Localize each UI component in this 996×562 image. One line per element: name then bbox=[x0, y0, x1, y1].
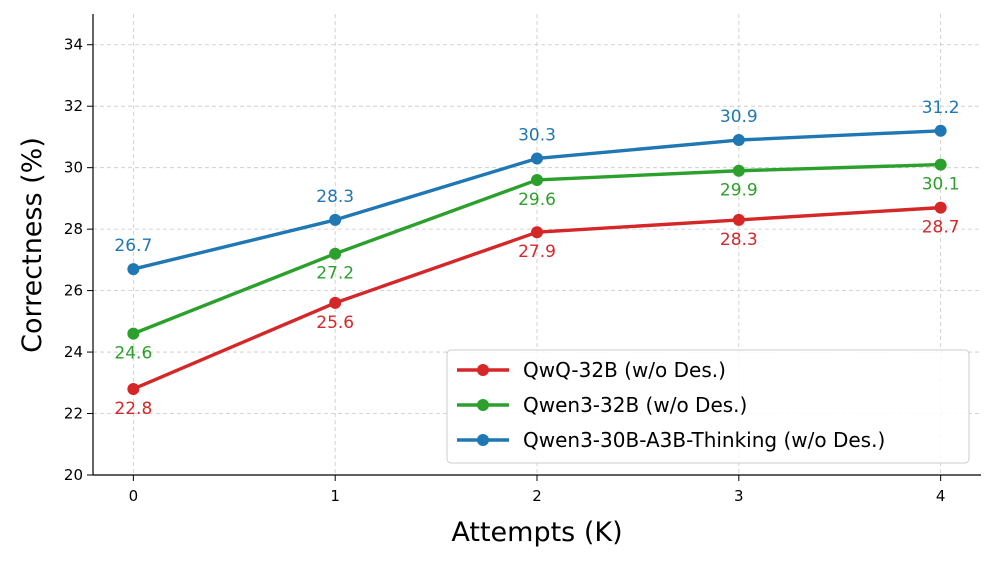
data-label: 22.8 bbox=[114, 399, 152, 419]
y-tick-label: 26 bbox=[64, 282, 83, 300]
x-tick-label: 0 bbox=[129, 487, 139, 505]
legend-marker bbox=[477, 399, 489, 411]
data-point bbox=[127, 382, 140, 395]
series-1 bbox=[127, 201, 947, 395]
data-label: 28.3 bbox=[720, 230, 758, 250]
data-label: 28.3 bbox=[316, 187, 354, 207]
data-point bbox=[127, 327, 140, 340]
data-point bbox=[531, 152, 543, 165]
data-label: 27.9 bbox=[518, 242, 556, 262]
data-label: 28.7 bbox=[922, 218, 960, 238]
legend-box bbox=[446, 349, 970, 464]
y-tick-label: 28 bbox=[64, 220, 83, 238]
data-label: 27.2 bbox=[316, 264, 354, 284]
legend-item: Qwen3-30B-A3B-Thinking (w/o Des.) bbox=[457, 428, 885, 452]
data-label: 25.6 bbox=[316, 313, 354, 333]
data-point bbox=[329, 213, 342, 226]
data-point bbox=[531, 173, 543, 186]
data-point bbox=[732, 213, 745, 226]
data-label: 30.9 bbox=[720, 107, 758, 127]
y-tick-label: 34 bbox=[64, 36, 83, 54]
legend: QwQ-32B (w/o Des.) Qwen3-32B (w/o Des.) Qw… bbox=[446, 349, 970, 464]
y-tick-label: 20 bbox=[64, 466, 83, 484]
data-point bbox=[329, 247, 342, 260]
legend-item: Qwen3-32B (w/o Des.) bbox=[457, 393, 747, 417]
data-point bbox=[934, 124, 947, 137]
legend-marker bbox=[477, 364, 489, 376]
legend-label: Qwen3-30B-A3B-Thinking (w/o Des.) bbox=[523, 428, 885, 452]
y-tick-label: 32 bbox=[64, 97, 83, 115]
data-label: 26.7 bbox=[114, 236, 152, 256]
data-label: 29.6 bbox=[518, 190, 556, 210]
x-axis-title: Attempts (K) bbox=[451, 517, 622, 548]
data-label: 24.6 bbox=[114, 344, 152, 364]
data-labels: 22.8 25.6 27.9 28.3 28.7 24.6 27.2 29.6 29.9 30.1… bbox=[114, 98, 959, 419]
series-3 bbox=[127, 124, 947, 276]
series-layer bbox=[127, 124, 947, 395]
y-axis-title: Correctness (%) bbox=[17, 137, 48, 353]
data-label: 31.2 bbox=[922, 98, 960, 118]
data-point bbox=[934, 201, 947, 214]
data-point bbox=[329, 296, 342, 309]
data-point bbox=[531, 226, 543, 239]
legend-marker bbox=[477, 434, 489, 446]
y-tick-label: 22 bbox=[64, 405, 83, 423]
legend-label: Qwen3-32B (w/o Des.) bbox=[523, 393, 747, 417]
data-point bbox=[732, 134, 745, 147]
data-label: 30.3 bbox=[518, 125, 556, 145]
data-label: 30.1 bbox=[922, 175, 960, 195]
x-tick-label: 2 bbox=[532, 487, 542, 505]
x-tick-label: 3 bbox=[734, 487, 744, 505]
y-tick-label: 24 bbox=[64, 343, 83, 361]
series-2 bbox=[127, 158, 947, 340]
x-tick-label: 1 bbox=[330, 487, 340, 505]
x-tick-label: 4 bbox=[936, 487, 946, 505]
data-label: 29.9 bbox=[720, 181, 758, 201]
data-point bbox=[934, 158, 947, 171]
data-point bbox=[732, 164, 745, 177]
y-tick-label: 30 bbox=[64, 159, 83, 177]
legend-label: QwQ-32B (w/o Des.) bbox=[523, 358, 726, 382]
data-point bbox=[127, 263, 140, 276]
legend-item: QwQ-32B (w/o Des.) bbox=[457, 358, 726, 382]
